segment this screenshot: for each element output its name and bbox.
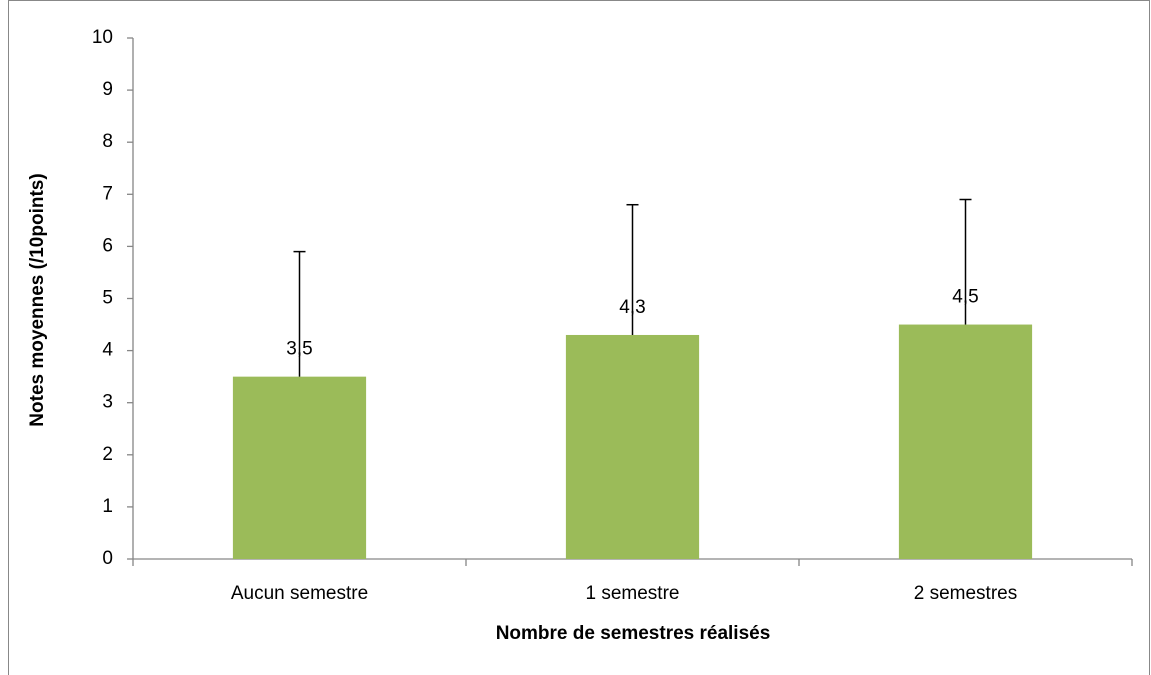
chart-border xyxy=(8,0,1150,675)
x-axis-label: Nombre de semestres réalisés xyxy=(496,623,771,644)
y-tick-label: 4 xyxy=(102,340,113,361)
bar xyxy=(565,334,700,559)
data-label: 4,5 xyxy=(952,287,978,308)
y-tick-label: 7 xyxy=(102,183,113,204)
y-tick-label: 6 xyxy=(102,235,113,256)
y-tick-label: 10 xyxy=(92,27,113,48)
y-tick-label: 8 xyxy=(102,131,113,152)
y-tick-label: 9 xyxy=(102,79,113,100)
y-tick-label: 0 xyxy=(102,548,113,569)
data-label: 4,3 xyxy=(619,297,645,318)
x-tick-label: 1 semestre xyxy=(586,583,680,604)
x-tick-label: Aucun semestre xyxy=(231,583,368,604)
y-axis-label: Notes moyennes (/10points) xyxy=(27,173,48,426)
y-tick-label: 5 xyxy=(102,288,113,309)
y-tick-label: 3 xyxy=(102,392,113,413)
y-tick-label: 2 xyxy=(102,444,113,465)
data-label: 3,5 xyxy=(286,339,312,360)
bar xyxy=(898,324,1033,559)
bar xyxy=(232,376,367,559)
y-tick-label: 1 xyxy=(102,496,113,517)
x-tick-label: 2 semestres xyxy=(914,583,1017,604)
